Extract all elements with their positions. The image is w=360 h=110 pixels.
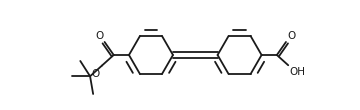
Text: OH: OH [289, 67, 305, 77]
Text: O: O [95, 31, 104, 41]
Text: O: O [287, 31, 295, 41]
Text: O: O [92, 69, 100, 79]
